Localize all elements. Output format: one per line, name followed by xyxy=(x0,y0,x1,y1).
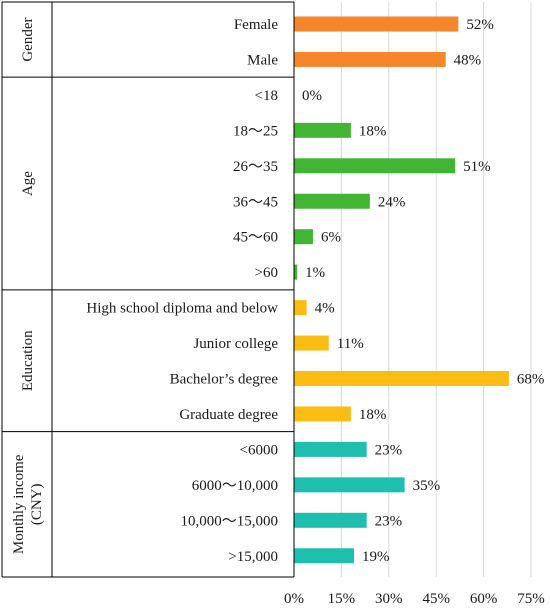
data-label: 51% xyxy=(463,159,491,175)
bar xyxy=(294,122,351,138)
bar xyxy=(294,300,307,316)
x-tick-label: 0% xyxy=(284,591,304,607)
data-label: 24% xyxy=(378,194,406,210)
x-tick-label: 60% xyxy=(470,591,498,607)
bar xyxy=(294,512,367,528)
bar xyxy=(294,264,298,280)
category-label: 6000～10,000 xyxy=(192,478,278,494)
data-label: 18% xyxy=(359,407,387,423)
data-label: 0% xyxy=(302,88,322,104)
group-label: Gender xyxy=(20,18,36,62)
category-label: <6000 xyxy=(240,442,278,458)
data-label: 19% xyxy=(362,549,390,565)
category-label: >15,000 xyxy=(228,549,278,565)
data-label: 4% xyxy=(315,301,335,317)
category-label: Junior college xyxy=(193,336,278,352)
data-label: 18% xyxy=(359,123,387,139)
bar xyxy=(294,548,355,564)
category-label: Male xyxy=(247,52,278,68)
category-label: Bachelor’s degree xyxy=(170,372,279,388)
bar xyxy=(294,158,456,174)
category-label: Female xyxy=(234,17,278,33)
bar xyxy=(294,441,367,457)
category-label: >60 xyxy=(255,265,278,281)
bar xyxy=(294,193,370,209)
group-label: Age xyxy=(20,171,36,196)
category-label: 18～25 xyxy=(233,123,278,139)
data-label: 1% xyxy=(305,265,325,281)
data-label: 35% xyxy=(413,478,441,494)
group-label: Monthly income (CNY) xyxy=(11,454,45,554)
x-tick-label: 30% xyxy=(375,591,403,607)
bar xyxy=(294,335,329,351)
category-label: 10,000～15,000 xyxy=(180,513,278,529)
category-label: 45～60 xyxy=(233,230,278,246)
category-label: High school diploma and below xyxy=(86,301,278,317)
x-tick-label: 15% xyxy=(328,591,356,607)
data-label: 52% xyxy=(466,17,494,33)
data-label: 48% xyxy=(454,52,482,68)
bar xyxy=(294,477,405,493)
data-label: 6% xyxy=(321,230,341,246)
bar xyxy=(294,406,351,422)
category-label: <18 xyxy=(255,88,278,104)
data-label: 23% xyxy=(375,513,403,529)
group-label: Education xyxy=(20,330,36,391)
category-label: 26～35 xyxy=(233,159,278,175)
x-tick-label: 75% xyxy=(517,591,545,607)
bar xyxy=(294,51,446,67)
data-label: 68% xyxy=(517,372,545,388)
x-tick-label: 45% xyxy=(422,591,450,607)
category-label: 36～45 xyxy=(233,194,278,210)
bar xyxy=(294,229,313,245)
bar xyxy=(294,16,459,32)
bar xyxy=(294,371,509,386)
data-label: 11% xyxy=(337,336,364,352)
category-label: Graduate degree xyxy=(179,407,278,423)
data-label: 23% xyxy=(375,442,403,458)
